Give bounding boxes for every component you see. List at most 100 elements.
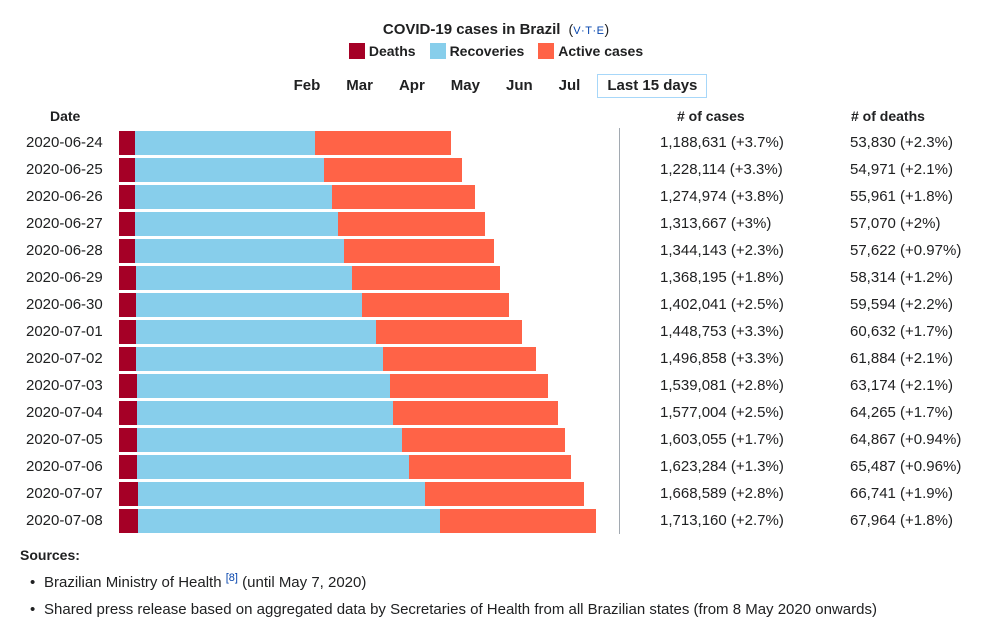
bar-segment-recoveries: [136, 374, 390, 398]
month-tab-mar[interactable]: Mar: [346, 77, 373, 94]
row-deaths: 57,070 (+2%): [850, 215, 941, 232]
row-cases: 1,188,631 (+3.7%): [660, 134, 784, 151]
row-cases: 1,274,974 (+3.8%): [660, 188, 784, 205]
sources-title: Sources:: [20, 547, 80, 563]
bar-segment-active: [393, 401, 559, 425]
column-header-cases: # of cases: [677, 108, 745, 124]
bar-segment-deaths: [119, 158, 136, 182]
row-cases: 1,228,114 (+3.3%): [660, 161, 783, 178]
chart-title: COVID-19 cases in Brazil: [382, 21, 561, 38]
row-date: 2020-06-25: [26, 161, 103, 178]
month-tab-apr[interactable]: Apr: [398, 77, 425, 94]
row-cases: 1,448,753 (+3.3%): [660, 323, 784, 340]
row-deaths: 54,971 (+2.1%): [850, 161, 953, 178]
stacked-bar: [119, 401, 559, 425]
legend-swatch-active: [538, 43, 555, 59]
row-date: 2020-07-07: [26, 485, 103, 502]
month-tab-jun[interactable]: Jun: [505, 77, 533, 94]
table-row: 2020-06-25 1,228,114 (+3.3%) 54,971 (+2.1%…: [0, 157, 992, 184]
row-deaths: 57,622 (+0.97%): [850, 242, 962, 259]
table-row: 2020-07-07 1,668,589 (+2.8%) 66,741 (+1.9%…: [0, 481, 992, 508]
bar-segment-deaths: [119, 266, 136, 290]
row-cases: 1,668,589 (+2.8%): [660, 485, 784, 502]
row-date: 2020-06-28: [26, 242, 103, 259]
column-header-deaths: # of deaths: [851, 108, 925, 124]
bar-segment-deaths: [119, 131, 135, 155]
table-row: 2020-06-24 1,188,631 (+3.7%) 53,830 (+2.3%…: [0, 130, 992, 157]
table-row: 2020-07-06 1,623,284 (+1.3%) 65,487 (+0.96…: [0, 454, 992, 481]
stacked-bar: [119, 509, 596, 533]
bar-segment-recoveries: [135, 158, 324, 182]
table-row: 2020-07-02 1,496,858 (+3.3%) 61,884 (+2.1%…: [0, 346, 992, 373]
table-row: 2020-07-01 1,448,753 (+3.3%) 60,632 (+1.7%…: [0, 319, 992, 346]
month-tab-may[interactable]: May: [450, 77, 480, 94]
bar-segment-deaths: [119, 401, 137, 425]
bar-segment-deaths: [119, 347, 137, 371]
row-date: 2020-07-04: [26, 404, 103, 421]
bar-segment-recoveries: [135, 131, 315, 155]
row-date: 2020-07-05: [26, 431, 103, 448]
bar-segment-active: [332, 185, 475, 209]
table-row: 2020-07-05 1,603,055 (+1.7%) 64,867 (+0.94…: [0, 427, 992, 454]
bar-segment-recoveries: [135, 239, 344, 263]
row-cases: 1,539,081 (+2.8%): [660, 377, 784, 394]
table-row: 2020-06-26 1,274,974 (+3.8%) 55,961 (+1.8%…: [0, 184, 992, 211]
bar-segment-active: [337, 212, 486, 236]
edit-template-link[interactable]: E: [596, 25, 605, 37]
table-row: 2020-06-27 1,313,667 (+3%) 57,070 (+2%): [0, 211, 992, 238]
table-row: 2020-07-08 1,713,160 (+2.7%) 67,964 (+1.8%…: [0, 508, 992, 535]
view-template-link[interactable]: V: [573, 25, 582, 37]
bar-segment-deaths: [119, 185, 136, 209]
row-date: 2020-07-03: [26, 377, 103, 394]
bar-segment-active: [314, 131, 451, 155]
row-date: 2020-07-06: [26, 458, 103, 475]
table-row: 2020-07-04 1,577,004 (+2.5%) 64,265 (+1.7%…: [0, 400, 992, 427]
month-tab-feb[interactable]: Feb: [293, 77, 321, 94]
month-tab-last-15-days[interactable]: Last 15 days: [597, 74, 708, 98]
row-cases: 1,603,055 (+1.7%): [660, 431, 784, 448]
talk-template-link[interactable]: T: [585, 25, 593, 37]
bar-segment-recoveries: [137, 482, 425, 506]
bar-segment-recoveries: [135, 320, 376, 344]
stacked-bar: [119, 239, 494, 263]
row-date: 2020-07-08: [26, 512, 103, 529]
bar-segment-recoveries: [136, 401, 394, 425]
table-row: 2020-06-29 1,368,195 (+1.8%) 58,314 (+1.2%…: [0, 265, 992, 292]
stacked-bar: [119, 212, 486, 236]
reference-link[interactable]: [8]: [225, 572, 238, 584]
bar-segment-active: [389, 374, 548, 398]
stacked-bar: [119, 185, 475, 209]
legend-item-recoveries: Recoveries: [429, 43, 524, 59]
bar-segment-deaths: [119, 482, 138, 506]
row-cases: 1,368,195 (+1.8%): [660, 269, 784, 286]
bar-segment-recoveries: [136, 347, 384, 371]
source-item-ministry: • Brazilian Ministry of Health [8] (until…: [30, 572, 367, 592]
chart-title-row: COVID-19 cases in Brazil (V·T·E): [0, 18, 992, 42]
month-tab-jul[interactable]: Jul: [558, 77, 581, 94]
row-deaths: 59,594 (+2.2%): [850, 296, 953, 313]
row-cases: 1,577,004 (+2.5%): [660, 404, 784, 421]
bar-segment-active: [402, 428, 566, 452]
row-deaths: 63,174 (+2.1%): [850, 377, 953, 394]
stacked-bar: [119, 158, 462, 182]
bar-segment-deaths: [119, 509, 138, 533]
row-date: 2020-06-26: [26, 188, 103, 205]
row-cases: 1,313,667 (+3%): [660, 215, 772, 232]
stacked-bar: [119, 347, 536, 371]
row-date: 2020-06-29: [26, 269, 103, 286]
bar-segment-recoveries: [137, 455, 410, 479]
row-date: 2020-06-24: [26, 134, 103, 151]
row-deaths: 55,961 (+1.8%): [850, 188, 953, 205]
bar-segment-recoveries: [135, 293, 363, 317]
source-item-press-release: • Shared press release based on aggregate…: [30, 601, 877, 618]
legend-item-deaths: Deaths: [348, 43, 416, 59]
bar-segment-deaths: [119, 374, 137, 398]
row-deaths: 64,265 (+1.7%): [850, 404, 953, 421]
row-deaths: 66,741 (+1.9%): [850, 485, 953, 502]
bar-segment-active: [440, 509, 596, 533]
stacked-bar: [119, 266, 501, 290]
bullet-icon: •: [30, 601, 36, 618]
row-deaths: 61,884 (+2.1%): [850, 350, 953, 367]
stacked-bar: [119, 293, 510, 317]
column-header-date: Date: [50, 108, 81, 124]
